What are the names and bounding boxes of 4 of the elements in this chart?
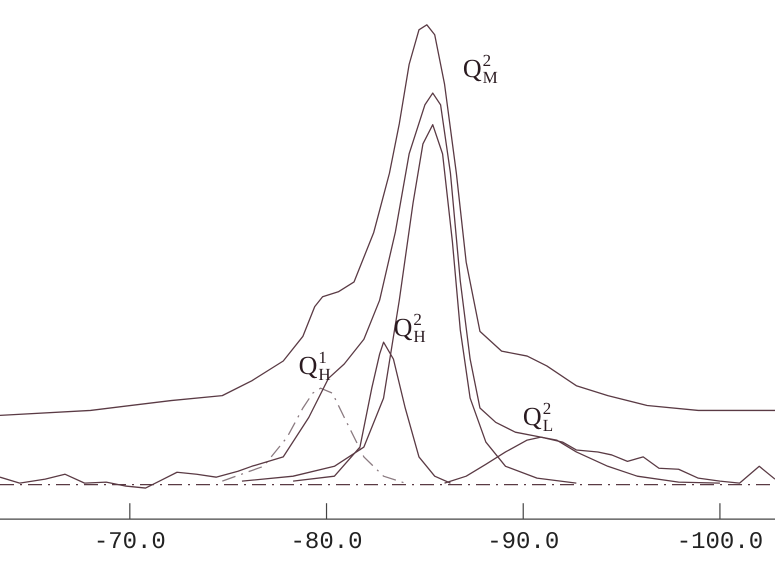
x-tick-label: -100.0 bbox=[676, 528, 764, 556]
x-tick-label: -90.0 bbox=[487, 528, 560, 556]
x-tick-label: -70.0 bbox=[94, 528, 166, 556]
x-tick-label: -80.0 bbox=[290, 528, 363, 556]
